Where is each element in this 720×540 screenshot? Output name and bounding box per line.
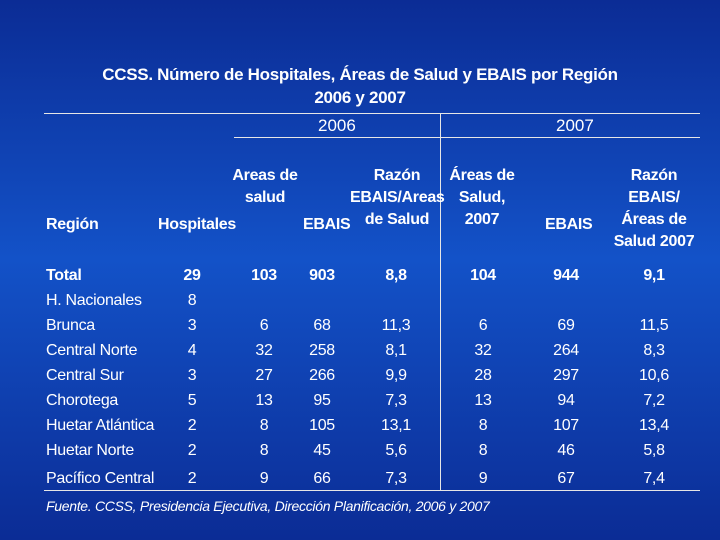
- razon2007-cell: 10,6: [639, 367, 669, 384]
- razon2007-cell: 7,4: [643, 470, 665, 487]
- ebais2007-cell: 264: [553, 342, 579, 359]
- ebais2006-cell: 66: [313, 470, 331, 487]
- header-areas-2006: Areas de salud: [232, 167, 298, 206]
- header-areas-2007: Áreas de Salud, 2007: [449, 167, 515, 228]
- areas2007-cell: 28: [474, 367, 492, 384]
- razon2006-cell: 5,6: [385, 442, 407, 459]
- ebais2007-cell: 46: [557, 442, 575, 459]
- razon2007-cell: 8,3: [643, 342, 665, 359]
- region-cell: Central Sur: [46, 367, 124, 384]
- hospitales-cell: 8: [187, 292, 197, 309]
- region-cell: Huetar Norte: [46, 442, 134, 459]
- areas2006-cell: 32: [255, 342, 273, 359]
- areas2006-cell: 9: [259, 470, 269, 487]
- razon2006-cell: 11,3: [381, 317, 411, 334]
- razon2007-cell: 5,8: [643, 442, 665, 459]
- areas2007-cell: 104: [470, 267, 496, 284]
- razon2006-cell: 8,8: [385, 267, 407, 284]
- header-razon-2007: Razón EBAIS/Áreas de Salud 2007: [613, 167, 695, 250]
- areas2007-cell: 32: [474, 342, 492, 359]
- ebais2007-cell: 297: [553, 367, 579, 384]
- region-cell: Central Norte: [46, 342, 138, 359]
- source-note: Fuente. CCSS, Presidencia Ejecutiva, Dir…: [46, 498, 490, 514]
- areas2006-cell: 27: [255, 367, 273, 384]
- razon2007-cell: 13,4: [639, 417, 669, 434]
- year-divider: [440, 113, 441, 490]
- hospitales-cell: 2: [187, 442, 197, 459]
- areas2006-cell: 8: [259, 442, 269, 459]
- areas2007-cell: 9: [478, 470, 488, 487]
- ebais2006-cell: 258: [309, 342, 335, 359]
- header-ebais-2006: EBAIS: [303, 216, 351, 233]
- razon2006-cell: 9,9: [385, 367, 407, 384]
- top-rule: [44, 113, 700, 114]
- region-cell: Pacífico Central: [46, 470, 155, 487]
- year-2007-header: 2007: [556, 116, 594, 135]
- ebais2006-cell: 105: [309, 417, 335, 434]
- hospitales-cell: 2: [187, 417, 197, 434]
- ebais2007-cell: 67: [557, 470, 575, 487]
- header-region: Región: [46, 216, 99, 233]
- header-ebais-2007: EBAIS: [545, 216, 593, 233]
- areas2006-cell: 8: [259, 417, 269, 434]
- hospitales-cell: 5: [187, 392, 197, 409]
- areas2007-cell: 6: [478, 317, 488, 334]
- region-cell: Huetar Atlántica: [46, 417, 155, 434]
- areas2007-cell: 8: [478, 417, 488, 434]
- ebais2006-cell: 903: [309, 267, 335, 284]
- ebais2007-cell: 944: [553, 267, 579, 284]
- razon2007-cell: 9,1: [643, 267, 665, 284]
- ebais2006-cell: 95: [313, 392, 331, 409]
- year-2006-header: 2006: [318, 116, 356, 135]
- areas2006-cell: 103: [251, 267, 277, 284]
- ebais2006-cell: 68: [313, 317, 331, 334]
- ebais2007-cell: 69: [557, 317, 575, 334]
- razon2007-cell: 11,5: [639, 317, 669, 334]
- hospitales-cell: 4: [187, 342, 197, 359]
- razon2006-cell: 13,1: [381, 417, 411, 434]
- table-title: CCSS. Número de Hospitales, Áreas de Sal…: [102, 65, 618, 84]
- razon2006-cell: 8,1: [385, 342, 407, 359]
- areas2007-cell: 13: [474, 392, 492, 409]
- year-rule: [234, 137, 700, 138]
- region-cell: Total: [46, 267, 82, 284]
- areas2006-cell: 13: [255, 392, 273, 409]
- razon2006-cell: 7,3: [385, 392, 407, 409]
- razon2006-cell: 7,3: [385, 470, 407, 487]
- razon2007-cell: 7,2: [643, 392, 665, 409]
- region-cell: Brunca: [46, 317, 95, 334]
- areas2006-cell: 6: [259, 317, 269, 334]
- ebais2006-cell: 266: [309, 367, 335, 384]
- hospitales-cell: 3: [187, 317, 197, 334]
- ebais2006-cell: 45: [313, 442, 331, 459]
- table-subtitle: 2006 y 2007: [314, 88, 406, 107]
- header-razon-2006: Razón EBAIS/Areas de Salud: [350, 167, 445, 228]
- areas2007-cell: 8: [478, 442, 488, 459]
- ebais2007-cell: 107: [553, 417, 579, 434]
- region-cell: Chorotega: [46, 392, 119, 409]
- hospitales-cell: 29: [183, 267, 201, 284]
- ebais2007-cell: 94: [557, 392, 575, 409]
- bottom-rule: [44, 490, 700, 491]
- region-cell: H. Nacionales: [46, 292, 142, 309]
- hospitales-cell: 3: [187, 367, 197, 384]
- header-hospitales: Hospitales: [158, 216, 236, 233]
- hospitales-cell: 2: [187, 470, 197, 487]
